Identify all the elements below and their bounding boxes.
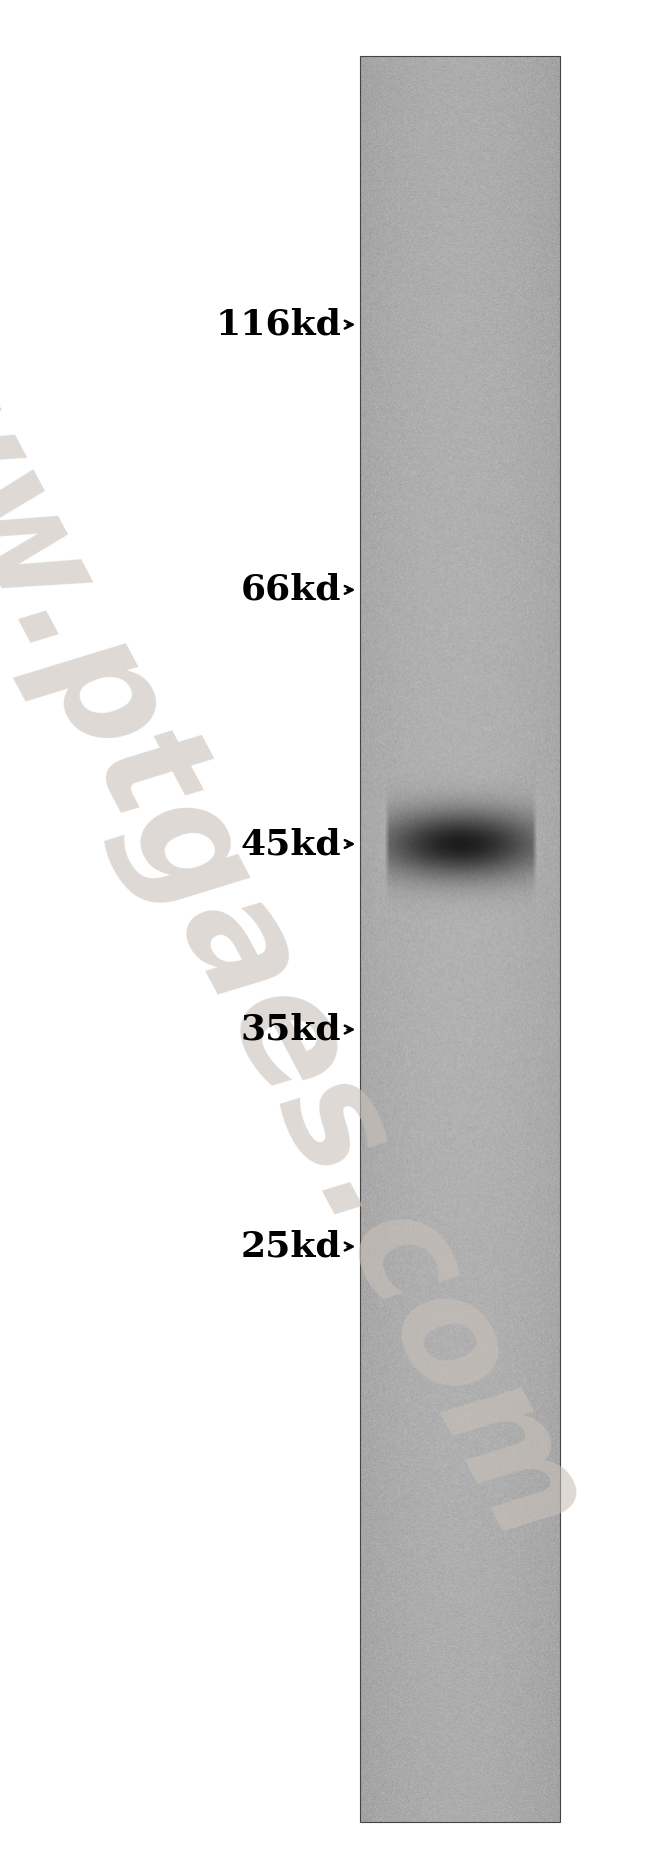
Text: www.ptgaes.com: www.ptgaes.com bbox=[0, 204, 606, 1577]
Bar bbox=[360, 56, 560, 1822]
Text: 45kd: 45kd bbox=[240, 827, 341, 861]
Text: 116kd: 116kd bbox=[215, 308, 341, 341]
Text: 25kd: 25kd bbox=[240, 1230, 341, 1263]
Text: 66kd: 66kd bbox=[240, 573, 341, 607]
Text: 35kd: 35kd bbox=[240, 1013, 341, 1046]
